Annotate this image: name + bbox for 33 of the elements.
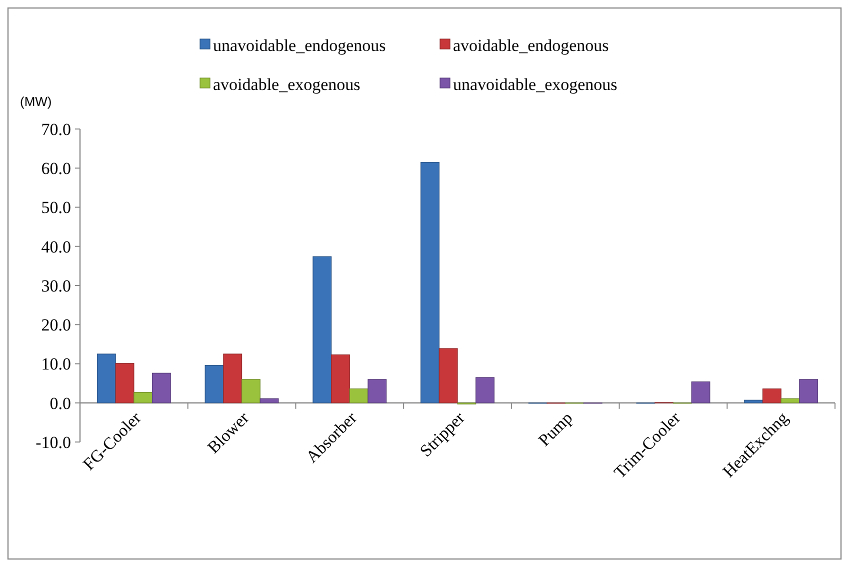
bar xyxy=(331,354,350,404)
bar xyxy=(96,354,116,404)
bar xyxy=(420,162,440,404)
bar xyxy=(152,372,171,404)
y-tick-label: 50.0 xyxy=(41,198,71,218)
y-tick-label: 30.0 xyxy=(41,276,71,296)
bar xyxy=(349,388,368,404)
y-tick-label: 0.0 xyxy=(50,394,71,413)
bar xyxy=(780,398,800,404)
bar xyxy=(476,377,494,404)
bar xyxy=(691,381,710,404)
legend-label: avoidable_exogenous xyxy=(213,74,360,94)
y-tick-label: 40.0 xyxy=(41,237,71,256)
bar xyxy=(799,379,818,404)
bar xyxy=(438,348,458,404)
legend-label: unavoidable_exogenous xyxy=(453,74,618,94)
bar xyxy=(223,354,242,404)
y-tick-label: 10.0 xyxy=(41,354,71,374)
bar xyxy=(204,365,224,404)
bar xyxy=(134,392,153,404)
bar xyxy=(241,379,260,404)
bar xyxy=(368,379,387,404)
y-tick-label: 70.0 xyxy=(41,120,71,139)
y-tick-label: 60.0 xyxy=(41,159,71,178)
y-tick-label: 20.0 xyxy=(41,316,71,335)
bar xyxy=(260,398,279,404)
y-tick-label: -10.0 xyxy=(36,432,71,452)
bar xyxy=(312,256,332,404)
y-axis-title: (MW) xyxy=(20,94,52,109)
bar xyxy=(762,388,782,404)
bar xyxy=(115,363,134,404)
legend-label: unavoidable_endogenous xyxy=(213,36,386,55)
legend-label: avoidable_endogenous xyxy=(453,36,609,55)
